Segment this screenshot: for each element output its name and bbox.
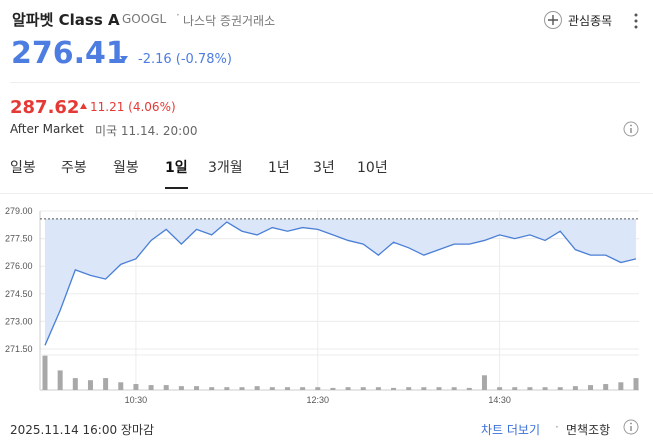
volume-bar [481, 375, 487, 390]
x-tick-label: 12:30 [307, 395, 330, 405]
chart: 271.50 273.00 274.50 276.00 277.50 279.00 10:3… [5, 206, 639, 405]
volume-bar [466, 387, 472, 390]
plus-icon[interactable] [543, 10, 563, 30]
volume-bar [360, 387, 366, 390]
volume-bar [391, 387, 397, 390]
y-tick-label: 276.00 [5, 261, 33, 271]
volume-bar [148, 385, 154, 390]
volume-bar [284, 387, 290, 390]
y-tick-label: 277.50 [5, 234, 33, 244]
volume-bar [330, 387, 336, 390]
x-tick-label: 10:30 [125, 395, 148, 405]
volume-bar [254, 386, 260, 390]
y-tick-label: 279.00 [5, 206, 33, 216]
volume-bar [375, 387, 381, 390]
volume-bar [572, 386, 578, 390]
period-tab[interactable]: 10년 [357, 160, 388, 176]
volume-bar [315, 387, 321, 390]
period-tab[interactable]: 주봉 [61, 160, 87, 176]
divider [10, 82, 640, 83]
volume-bar [588, 385, 594, 390]
period-tab[interactable]: 일봉 [10, 160, 36, 176]
volume-bar [603, 384, 609, 390]
volume-bar [542, 387, 548, 390]
exchange: 나스닥 증권거래소 [183, 14, 276, 28]
info-icon[interactable] [623, 419, 639, 435]
volume-bar [57, 370, 63, 390]
volume-bar [239, 387, 245, 390]
y-tick-label: 273.00 [5, 316, 33, 326]
info-icon[interactable] [623, 121, 639, 137]
volume-bar [118, 382, 124, 390]
volume-bar [42, 355, 48, 390]
after-change: 11.21 (4.06%) [90, 100, 176, 114]
volume-bar [224, 387, 230, 390]
dot: · [176, 8, 180, 22]
watch-button[interactable]: 관심종목 [568, 14, 613, 28]
period-tab[interactable]: 월봉 [113, 160, 139, 176]
period-tab[interactable]: 3개월 [208, 160, 243, 176]
volume-bar [497, 387, 503, 390]
after-label: After Market [10, 122, 84, 136]
after-time: 미국 11.14. 20:00 [95, 124, 198, 138]
market-status: 2025.11.14 16:00 장마감 [10, 423, 155, 437]
volume-bar [421, 387, 427, 390]
volume-bar [345, 387, 351, 390]
price: 276.41 [11, 36, 127, 71]
volume-bar [557, 387, 563, 390]
divider [0, 193, 653, 194]
area-fill [45, 218, 636, 346]
y-tick-label: 271.50 [5, 344, 33, 354]
x-tick-label: 14:30 [488, 395, 511, 405]
dot: · [555, 420, 559, 434]
volume-bar [436, 387, 442, 390]
period-tab[interactable]: 1일 [165, 157, 188, 189]
chart-more-link[interactable]: 차트 더보기 [481, 423, 541, 437]
disclaimer-link[interactable]: 면책조항 [566, 423, 611, 437]
volume-bar [133, 384, 139, 390]
after-price: 287.62 [10, 97, 80, 118]
price-change: -2.16 (-0.78%) [138, 52, 232, 67]
period-tab[interactable]: 3년 [313, 160, 335, 176]
menu-icon[interactable] [632, 12, 640, 30]
volume-bar [406, 387, 412, 390]
volume-bar [300, 387, 306, 390]
volume-bar [103, 378, 109, 390]
volume-bar [209, 387, 215, 390]
volume-bar [633, 378, 639, 390]
ticker: GOOGL [122, 12, 167, 26]
volume-bar [87, 380, 93, 390]
stock-title: 알파벳 Class A [12, 11, 120, 29]
volume-bar [178, 386, 184, 390]
volume-bar [72, 378, 78, 390]
volume-bar [451, 387, 457, 390]
volume-bar [194, 386, 200, 390]
volume-bar [269, 387, 275, 390]
volume-bar [618, 382, 624, 390]
volume-bar [163, 385, 169, 390]
price-line [44, 221, 637, 346]
y-tick-label: 274.50 [5, 289, 33, 299]
period-tab[interactable]: 1년 [268, 160, 290, 176]
down-arrow [120, 56, 128, 62]
volume-bar [527, 387, 533, 390]
volume-bar [512, 387, 518, 390]
up-arrow [80, 103, 87, 109]
